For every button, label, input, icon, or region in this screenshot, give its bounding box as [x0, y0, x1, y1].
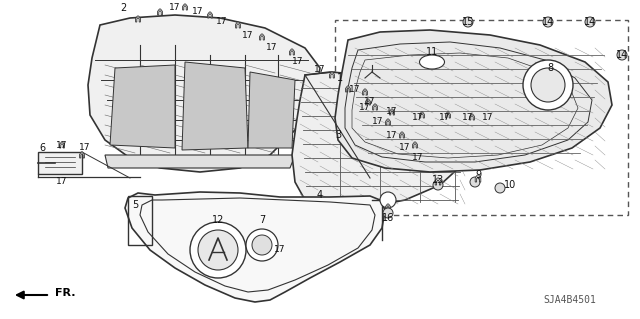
Text: 16: 16 [382, 213, 394, 223]
Polygon shape [182, 62, 248, 150]
Text: 17: 17 [359, 103, 371, 113]
Polygon shape [445, 112, 451, 118]
Polygon shape [346, 86, 350, 92]
Text: 17: 17 [292, 57, 304, 66]
Circle shape [585, 17, 595, 27]
Polygon shape [386, 119, 390, 125]
Polygon shape [330, 72, 334, 78]
Polygon shape [289, 49, 294, 55]
Text: 17: 17 [216, 18, 228, 26]
Text: 17: 17 [266, 43, 278, 53]
Polygon shape [125, 192, 385, 302]
Circle shape [246, 229, 278, 261]
Text: 7: 7 [259, 215, 265, 225]
Polygon shape [420, 112, 424, 118]
Text: 17: 17 [275, 246, 285, 255]
Text: 2: 2 [120, 3, 126, 13]
Text: 17: 17 [314, 65, 326, 75]
Text: 17: 17 [372, 117, 384, 127]
Polygon shape [390, 109, 394, 115]
Circle shape [543, 17, 553, 27]
Polygon shape [182, 4, 188, 10]
Circle shape [470, 177, 480, 187]
Circle shape [617, 50, 627, 60]
Text: SJA4B4501: SJA4B4501 [543, 295, 596, 305]
Polygon shape [372, 104, 378, 110]
Text: 6: 6 [39, 143, 45, 153]
Text: 17: 17 [79, 144, 91, 152]
Circle shape [433, 180, 443, 190]
Text: 11: 11 [426, 47, 438, 57]
Polygon shape [157, 9, 163, 15]
Polygon shape [79, 152, 84, 158]
Polygon shape [385, 204, 390, 210]
Text: 9: 9 [475, 170, 481, 180]
Polygon shape [88, 15, 320, 172]
Polygon shape [399, 132, 404, 138]
Text: 14: 14 [584, 17, 596, 27]
Polygon shape [60, 142, 65, 148]
Text: 17: 17 [169, 4, 180, 12]
Circle shape [463, 17, 473, 27]
Text: 10: 10 [504, 180, 516, 190]
Text: 17: 17 [349, 85, 361, 94]
Text: 17: 17 [243, 31, 253, 40]
Polygon shape [365, 99, 371, 105]
Circle shape [252, 235, 272, 255]
Polygon shape [335, 30, 612, 172]
Polygon shape [413, 142, 417, 148]
Text: 17: 17 [387, 130, 397, 139]
Polygon shape [38, 152, 82, 174]
Polygon shape [260, 34, 264, 40]
Text: 17: 17 [56, 177, 68, 187]
Circle shape [383, 208, 393, 218]
Text: 17: 17 [412, 114, 424, 122]
Text: 13: 13 [432, 175, 444, 185]
Circle shape [198, 230, 238, 270]
Text: 14: 14 [542, 17, 554, 27]
Polygon shape [363, 89, 367, 95]
Text: 5: 5 [132, 200, 138, 210]
Circle shape [523, 60, 573, 110]
Text: 17: 17 [462, 114, 474, 122]
Ellipse shape [419, 55, 445, 69]
Text: 17: 17 [364, 98, 376, 107]
Text: 12: 12 [212, 215, 224, 225]
Text: FR.: FR. [55, 288, 76, 298]
Text: 17: 17 [387, 108, 397, 116]
Polygon shape [136, 16, 140, 22]
Polygon shape [470, 114, 474, 120]
Text: 1: 1 [337, 73, 343, 83]
Circle shape [495, 183, 505, 193]
Text: 3: 3 [335, 130, 341, 140]
Text: 17: 17 [192, 8, 204, 17]
Polygon shape [110, 65, 175, 148]
Text: 14: 14 [616, 50, 628, 60]
Circle shape [380, 192, 396, 208]
Circle shape [190, 222, 246, 278]
Polygon shape [248, 72, 295, 148]
Text: 8: 8 [547, 63, 553, 73]
Polygon shape [435, 178, 441, 185]
Text: 17: 17 [412, 153, 424, 162]
Text: 4: 4 [317, 190, 323, 200]
Bar [335, 20, 628, 215]
Text: 15: 15 [462, 17, 474, 27]
Circle shape [531, 68, 565, 102]
Polygon shape [207, 12, 212, 18]
Polygon shape [105, 155, 295, 168]
Polygon shape [236, 22, 241, 28]
Polygon shape [292, 72, 472, 208]
Text: 17: 17 [56, 140, 68, 150]
Text: 17: 17 [399, 144, 411, 152]
Polygon shape [476, 175, 481, 182]
Text: 17: 17 [483, 114, 493, 122]
Text: 17: 17 [439, 114, 451, 122]
